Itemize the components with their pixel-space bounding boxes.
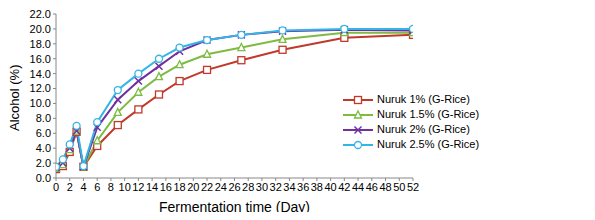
svg-text:32: 32 bbox=[270, 181, 282, 193]
svg-text:42: 42 bbox=[338, 181, 350, 193]
svg-text:12.0: 12.0 bbox=[30, 82, 51, 94]
svg-text:Alcohol (%): Alcohol (%) bbox=[8, 65, 22, 131]
svg-text:40: 40 bbox=[324, 181, 336, 193]
svg-text:36: 36 bbox=[297, 181, 309, 193]
svg-text:38: 38 bbox=[311, 181, 323, 193]
svg-text:52: 52 bbox=[407, 181, 419, 193]
svg-text:12: 12 bbox=[132, 181, 144, 193]
svg-text:20.0: 20.0 bbox=[30, 23, 51, 35]
svg-text:16.0: 16.0 bbox=[30, 53, 51, 65]
svg-text:6.0: 6.0 bbox=[36, 127, 51, 139]
svg-text:24: 24 bbox=[215, 181, 227, 193]
svg-text:Fermentation time (Day): Fermentation time (Day) bbox=[159, 199, 310, 212]
html-text:Nuruk 2% (G-Rice): Nuruk 2% (G-Rice) bbox=[377, 123, 470, 135]
html-text:Nuruk 1% (G-Rice): Nuruk 1% (G-Rice) bbox=[377, 93, 470, 105]
svg-text:46: 46 bbox=[366, 181, 378, 193]
svg-text:30: 30 bbox=[256, 181, 268, 193]
svg-text:26: 26 bbox=[228, 181, 240, 193]
svg-text:18.0: 18.0 bbox=[30, 38, 51, 50]
svg-text:50: 50 bbox=[393, 181, 405, 193]
svg-text:28: 28 bbox=[242, 181, 254, 193]
svg-text:48: 48 bbox=[379, 181, 391, 193]
svg-text:10: 10 bbox=[119, 181, 131, 193]
svg-text:8: 8 bbox=[108, 181, 114, 193]
svg-text:44: 44 bbox=[352, 181, 364, 193]
svg-text:4: 4 bbox=[80, 181, 86, 193]
svg-text:2: 2 bbox=[67, 181, 73, 193]
svg-text:0.0: 0.0 bbox=[36, 172, 51, 184]
svg-text:0: 0 bbox=[53, 181, 59, 193]
html-text:Nuruk 1.5% (G-Rice): Nuruk 1.5% (G-Rice) bbox=[377, 108, 480, 120]
html-text:Nuruk 2.5% (G-Rice): Nuruk 2.5% (G-Rice) bbox=[377, 138, 480, 150]
svg-text:10.0: 10.0 bbox=[30, 97, 51, 109]
svg-text:18: 18 bbox=[173, 181, 185, 193]
svg-text:8.0: 8.0 bbox=[36, 112, 51, 124]
svg-text:16: 16 bbox=[160, 181, 172, 193]
svg-text:22.0: 22.0 bbox=[30, 8, 51, 20]
svg-text:2.0: 2.0 bbox=[36, 157, 51, 169]
svg-text:14.0: 14.0 bbox=[30, 68, 51, 80]
svg-text:20: 20 bbox=[187, 181, 199, 193]
svg-text:4.0: 4.0 bbox=[36, 142, 51, 154]
svg-text:22: 22 bbox=[201, 181, 213, 193]
svg-text:6: 6 bbox=[94, 181, 100, 193]
svg-text:14: 14 bbox=[146, 181, 158, 193]
svg-text:34: 34 bbox=[283, 181, 295, 193]
